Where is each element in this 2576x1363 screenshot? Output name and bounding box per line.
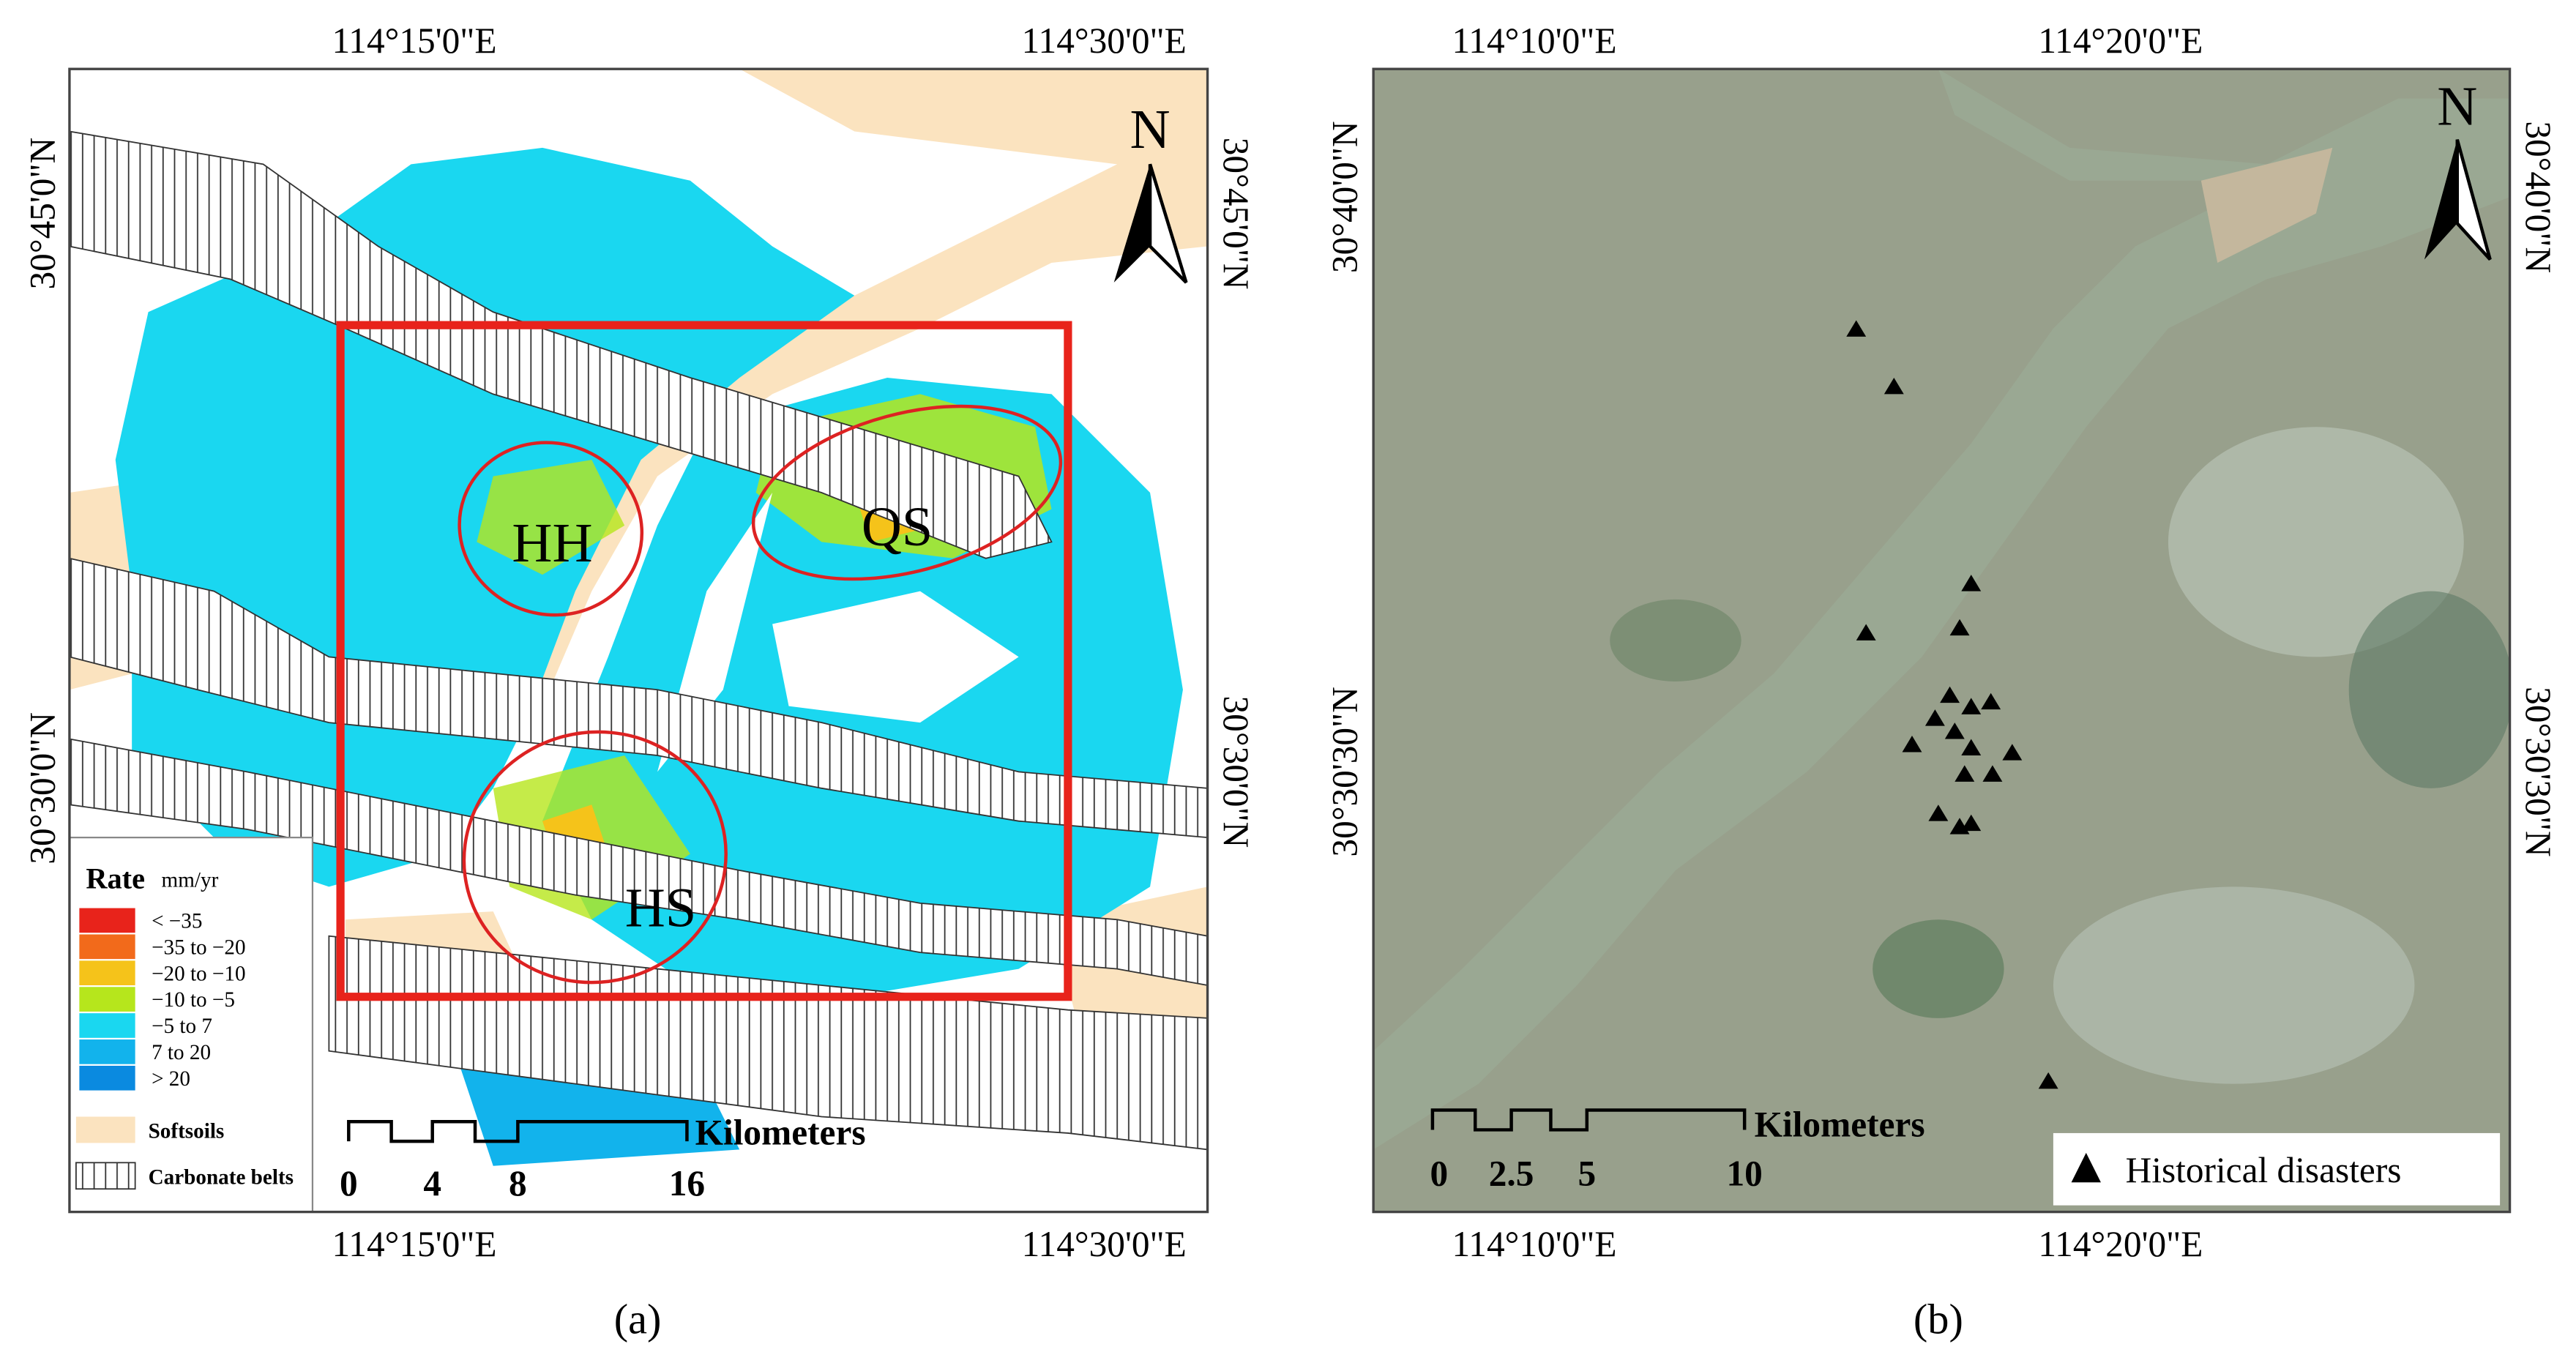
legend-label: Carbonate belts	[149, 1165, 294, 1189]
legend-swatch	[79, 1013, 135, 1038]
lat-label: 30°30'0"N	[23, 712, 63, 865]
frame	[68, 67, 1209, 1214]
panel-b: N Kilometers 0 2.5 5 10 Historical disas…	[1325, 20, 2558, 1343]
legend-box	[2053, 1132, 2501, 1206]
map-a: HH QS HS N Rate mm/yr < −35 −35 to −20 −20…	[69, 69, 1208, 1212]
legend-label: Softsoils	[149, 1120, 225, 1143]
region-outline	[458, 441, 644, 617]
legend-swatch	[79, 987, 135, 1012]
scale-bar	[1430, 1108, 1747, 1132]
region-label: HH	[512, 512, 592, 574]
panel-a: HH QS HS N Rate mm/yr < −35 −35 to −20 −20…	[23, 20, 1256, 1343]
legend-swatch	[75, 1116, 135, 1143]
north-arrow	[2424, 139, 2492, 261]
legend-swatch	[79, 934, 135, 960]
map-b: N Kilometers 0 2.5 5 10 Historical disas…	[1373, 69, 2510, 1212]
legend-label: −35 to −20	[152, 936, 245, 959]
scale-label: 5	[1578, 1154, 1596, 1194]
lon-label: 114°10'0"E	[1452, 1224, 1616, 1264]
lat-label: 30°45'0"N	[1216, 138, 1256, 290]
scale-bar	[347, 1119, 689, 1143]
scale-label: 10	[1726, 1154, 1762, 1194]
legend-swatch	[79, 1039, 135, 1064]
lon-label: 114°20'0"E	[2038, 1224, 2203, 1264]
scale-label: 0	[340, 1163, 358, 1203]
legend-swatch	[79, 960, 135, 986]
legend-swatch	[79, 908, 135, 933]
lat-label: 30°40'0"N	[2518, 121, 2558, 273]
legend-items: < −35 −35 to −20 −20 to −10 −10 to −5 −5 to …	[79, 908, 246, 1091]
legend-label: −5 to 7	[152, 1015, 212, 1038]
region-outline	[462, 730, 728, 985]
disaster-markers	[1846, 320, 2058, 1089]
scale-label: 0	[1430, 1154, 1449, 1194]
legend-label: < −35	[152, 910, 202, 933]
legend-swatch	[79, 1065, 135, 1091]
scale-unit: Kilometers	[695, 1113, 866, 1153]
north-arrow	[1113, 163, 1188, 284]
legend-label: −20 to −10	[152, 962, 245, 985]
panel-label: (a)	[614, 1296, 662, 1343]
legend-label: 7 to 20	[152, 1041, 211, 1064]
legend-label: Historical disasters	[2126, 1150, 2402, 1190]
lon-label: 114°30'0"E	[1022, 20, 1187, 61]
lat-label: 30°30'30"N	[2518, 687, 2558, 856]
scale-label: 4	[423, 1163, 441, 1203]
scale-label: 8	[509, 1163, 527, 1203]
lat-label: 30°30'30"N	[1325, 687, 1365, 856]
lat-label: 30°45'0"N	[23, 138, 63, 290]
north-label: N	[2437, 75, 2477, 137]
legend-symbol	[2071, 1152, 2101, 1183]
lon-label: 114°15'0"E	[332, 1224, 496, 1264]
panel-label: (b)	[1914, 1296, 1963, 1343]
legend-swatch	[75, 1162, 136, 1190]
scale-label: 16	[669, 1163, 705, 1203]
legend-label: > 20	[152, 1067, 190, 1091]
lat-label: 30°30'0"N	[1216, 696, 1256, 848]
study-area	[336, 321, 1072, 1001]
region-label: HS	[625, 877, 697, 938]
legend-title: Rate	[86, 862, 145, 895]
lon-label: 114°20'0"E	[2038, 20, 2203, 61]
region-outline	[751, 404, 1063, 581]
scale-unit: Kilometers	[1755, 1104, 1925, 1144]
lat-label: 30°40'0"N	[1325, 121, 1365, 273]
frame	[1372, 67, 2512, 1214]
lon-label: 114°10'0"E	[1452, 20, 1616, 61]
lon-label: 114°15'0"E	[332, 20, 496, 61]
scale-label: 2.5	[1489, 1154, 1534, 1194]
lon-label: 114°30'0"E	[1022, 1224, 1187, 1264]
north-label: N	[1130, 99, 1171, 160]
region-label: QS	[862, 496, 933, 558]
legend-label: −10 to −5	[152, 988, 235, 1012]
legend-unit: mm/yr	[162, 868, 219, 892]
